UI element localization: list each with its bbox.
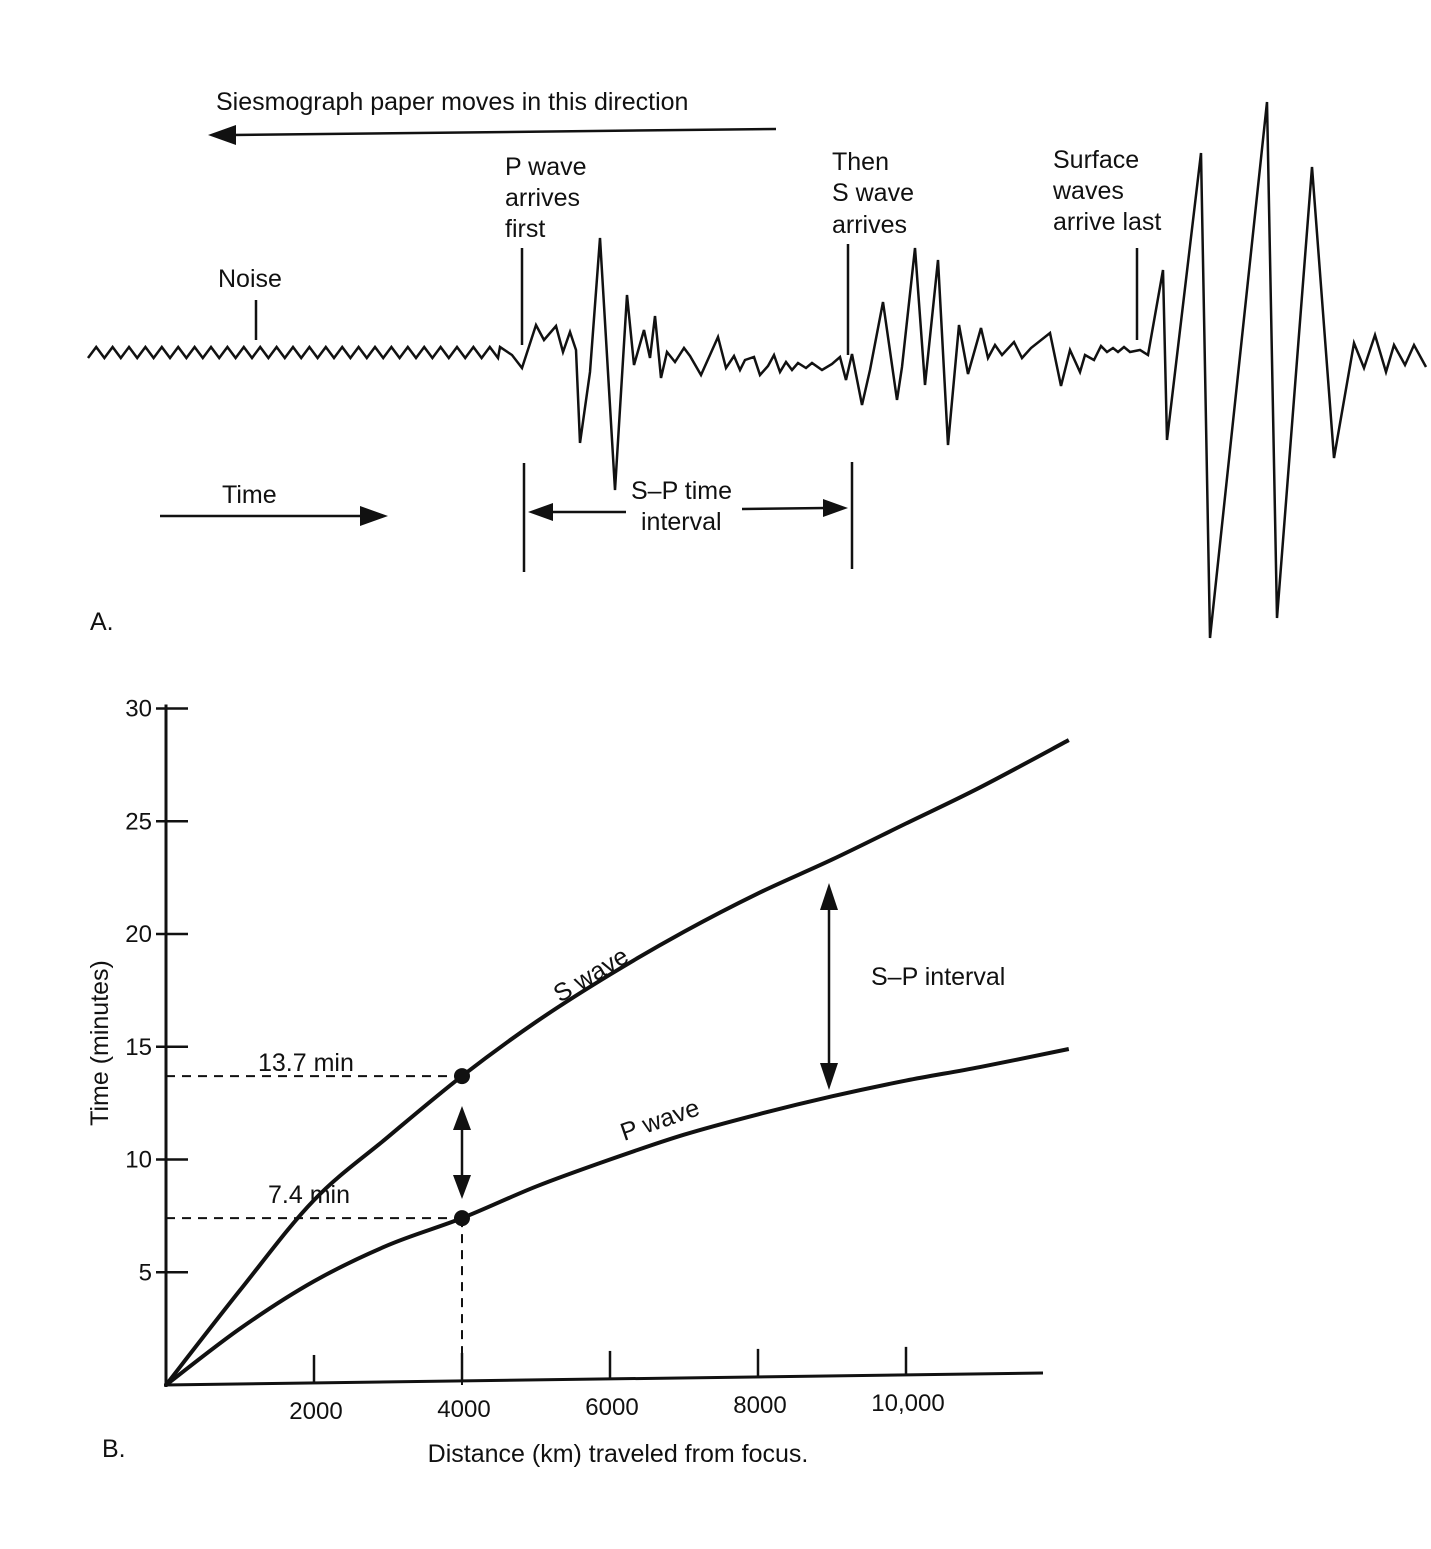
surface-waves-label-line2: waves: [1052, 177, 1124, 205]
p-arrival-time-label: 7.4 min: [268, 1181, 350, 1209]
noise-label: Noise: [218, 265, 282, 293]
surface-waves-label-line1: Surface: [1053, 146, 1139, 174]
p-wave-label-line2: arrives: [505, 184, 580, 212]
p-wave-label-line1: P wave: [505, 153, 587, 181]
paper-direction-arrow: [208, 125, 777, 145]
s-wave-series-label: S wave: [549, 942, 634, 1008]
time-label: Time: [222, 481, 277, 509]
y-tick-label: 10: [125, 1147, 152, 1174]
x-axis-line: [163, 1371, 1044, 1387]
s-wave-label-line3: arrives: [832, 211, 907, 239]
paper-direction-label: Siesmograph paper moves in this directio…: [216, 88, 688, 116]
s-arrival-time-label: 13.7 min: [258, 1049, 354, 1077]
seismograph-trace: [86, 101, 1428, 639]
x-tick-label: 8000: [733, 1392, 786, 1419]
sp-time-interval-label-line2: interval: [641, 508, 722, 536]
y-tick-label: 20: [125, 921, 152, 948]
sp-interval-label: S–P interval: [871, 963, 1005, 991]
x-axis-ticks: 2000 4000 6000 8000 10,000: [289, 1346, 945, 1425]
panel-a-label: A.: [90, 608, 114, 636]
y-axis-title: Time (minutes): [86, 960, 114, 1126]
x-tick-label: 6000: [585, 1394, 638, 1421]
y-tick-label: 30: [125, 696, 152, 723]
panel-a: Siesmograph paper moves in this directio…: [86, 88, 1428, 639]
x-tick-label: 2000: [289, 1398, 342, 1425]
guide-lines: [166, 1068, 470, 1385]
y-axis-ticks: 5 10 15 20 25 30: [125, 696, 188, 1286]
s-wave-label-line2: S wave: [832, 179, 914, 207]
sp-interval-arrow: [820, 883, 838, 1090]
y-tick-label: 15: [125, 1034, 152, 1061]
x-axis-title: Distance (km) traveled from focus.: [428, 1440, 809, 1468]
s-wave-curve: [164, 738, 1070, 1387]
x-tick-label: 4000: [437, 1396, 490, 1423]
arrival-point-marker: [454, 1068, 470, 1085]
time-arrow: [160, 506, 388, 526]
panel-b-chart: 5 10 15 20 25 30 2000 4000 6000 8000 10,000 Time …: [86, 696, 1070, 1468]
p-wave-series-label: P wave: [617, 1094, 703, 1147]
p-wave-curve: [164, 1047, 1070, 1387]
surface-waves-label-line3: arrive last: [1053, 208, 1161, 236]
arrival-point-marker: [454, 1210, 470, 1227]
p-wave-label-line3: first: [505, 215, 545, 243]
y-tick-label: 5: [139, 1259, 152, 1286]
marker-gap-arrow: [453, 1106, 471, 1199]
sp-time-interval-label-line1: S–P time: [631, 477, 732, 505]
sp-time-interval-arrow: [528, 499, 848, 521]
x-tick-label: 10,000: [871, 1390, 944, 1417]
y-tick-label: 25: [125, 808, 152, 835]
series-layer: [164, 738, 1070, 1387]
panel-b-label: B.: [102, 1435, 126, 1463]
s-wave-label-line1: Then: [832, 148, 889, 176]
